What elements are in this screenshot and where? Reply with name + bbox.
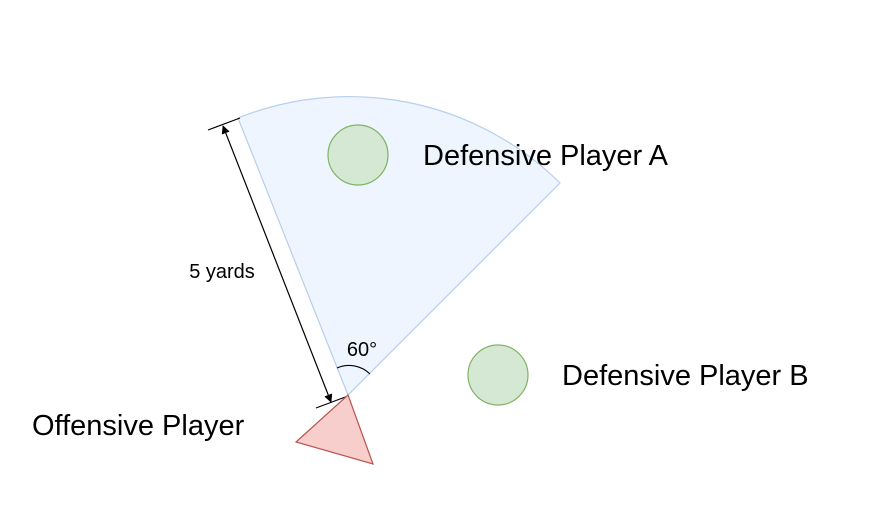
defensive-player-b-marker	[467, 344, 529, 406]
defensive-player-a-label: Defensive Player A	[423, 140, 669, 172]
offensive-player-marker	[294, 393, 374, 465]
angle-label: 60°	[347, 339, 377, 361]
defensive-player-b-label: Defensive Player B	[562, 360, 809, 392]
distance-label: 5 yards	[189, 261, 255, 283]
offensive-player-label: Offensive Player	[32, 410, 245, 442]
dimension-tick-top	[207, 117, 241, 131]
dimension-arrow	[221, 125, 333, 403]
defensive-player-a-marker	[327, 124, 389, 186]
angle-arc	[336, 364, 371, 375]
